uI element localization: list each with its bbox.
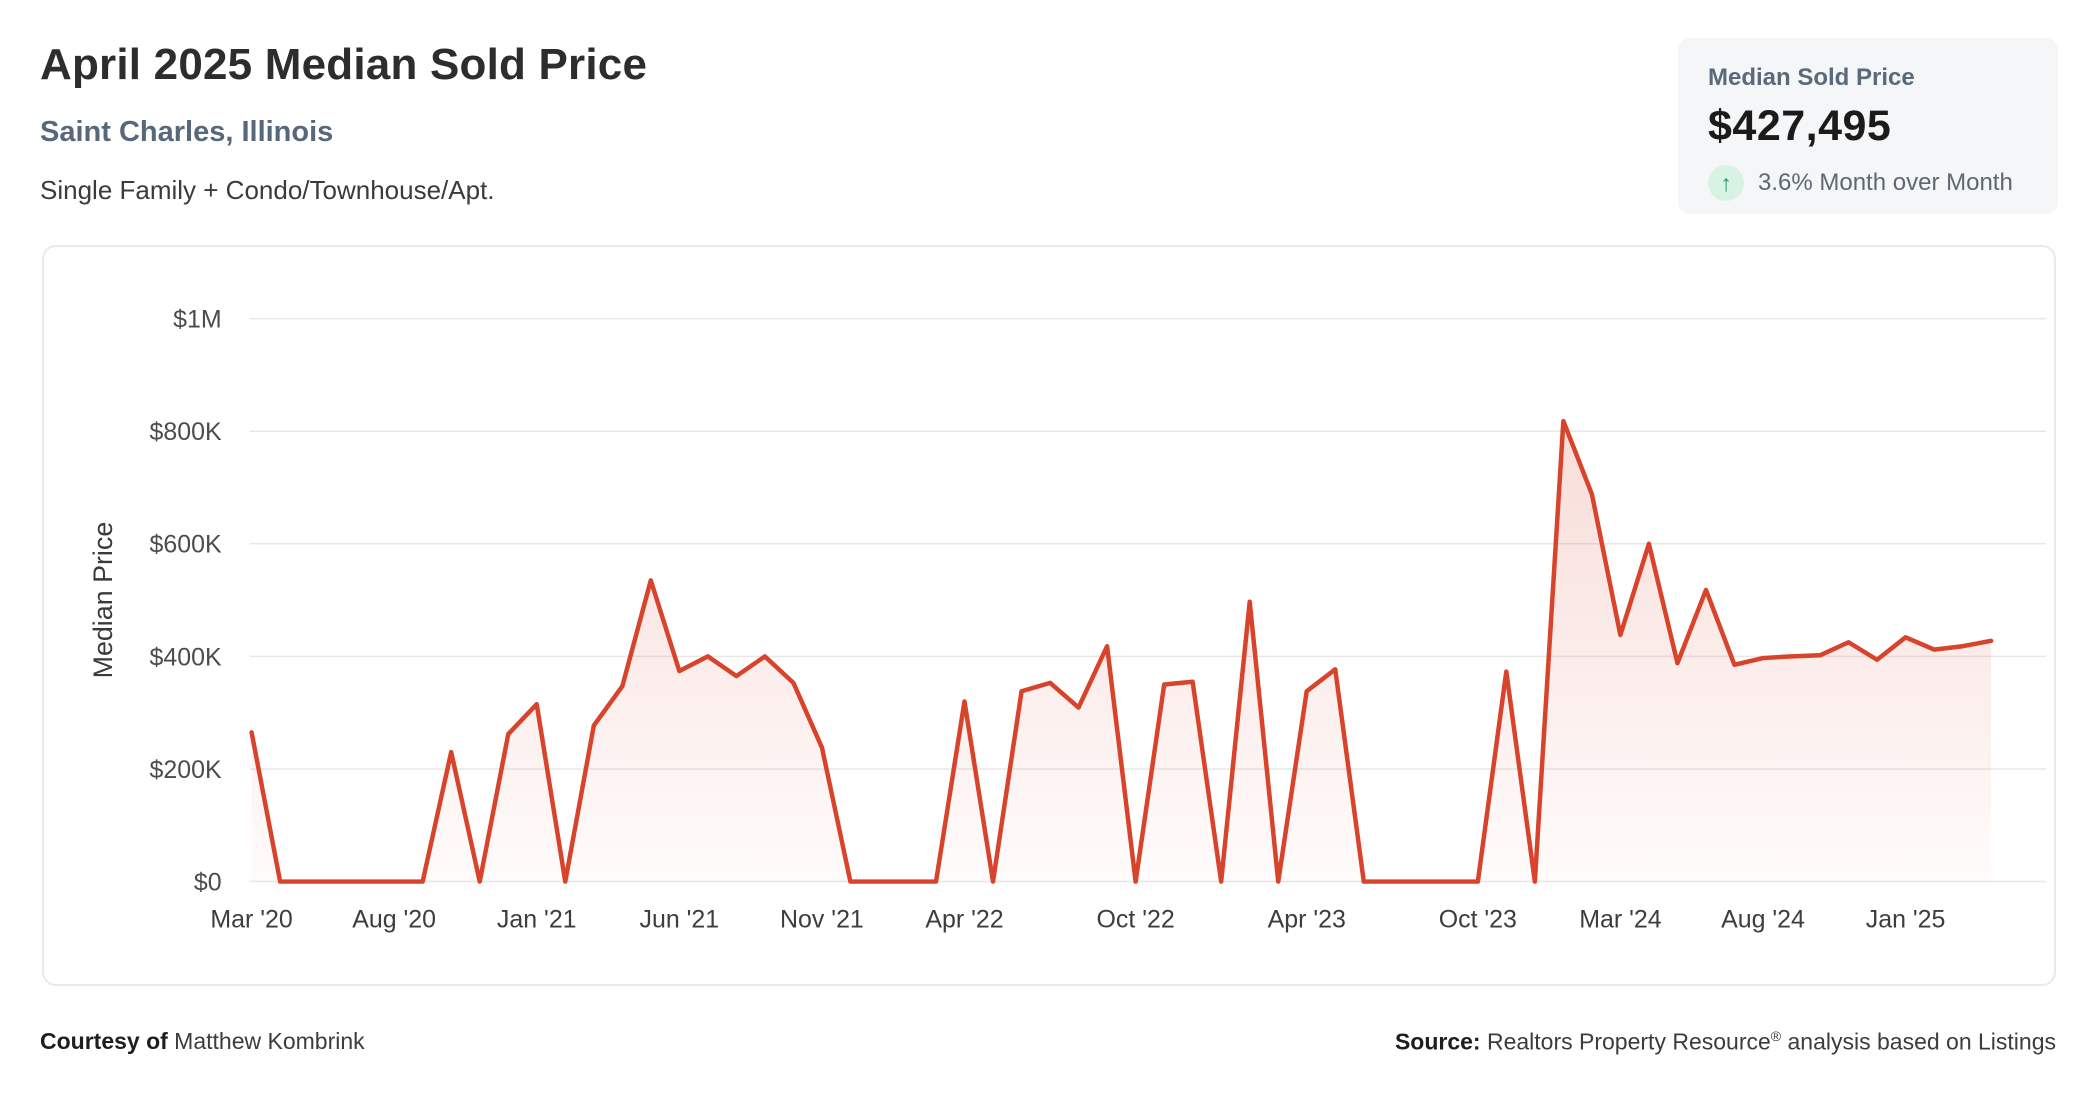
page-title: April 2025 Median Sold Price — [40, 40, 648, 89]
courtesy-text: Courtesy of Matthew Kombrink — [40, 1028, 365, 1056]
y-tick-label: $600K — [150, 531, 222, 559]
y-tick-label: $800K — [150, 418, 222, 446]
y-tick-label: $0 — [194, 869, 222, 897]
source-text: Source: Realtors Property Resource® anal… — [1395, 1028, 2056, 1056]
x-tick-label: Nov '21 — [780, 905, 864, 933]
median-price-chart-panel: $0 $200K $400K $600K $800K $1M Median Price Mar… — [42, 245, 2056, 986]
location-subtitle: Saint Charles, Illinois — [40, 116, 334, 148]
x-tick-label: Mar '24 — [1579, 905, 1662, 933]
x-tick-label: Apr '23 — [1268, 905, 1346, 933]
registered-mark: ® — [1770, 1028, 1782, 1044]
change-text: 3.6% Month over Month — [1758, 169, 2013, 196]
y-tick-label: $200K — [150, 756, 222, 784]
x-tick-label: Jun '21 — [640, 905, 720, 933]
x-tick-label: Oct '23 — [1439, 905, 1517, 933]
stat-card-label: Median Sold Price — [1708, 64, 1915, 91]
source-description: analysis based on Listings — [1781, 1028, 2056, 1055]
chart-svg: $0 $200K $400K $600K $800K $1M Median Price Mar… — [88, 306, 2047, 933]
x-tick-label: Oct '22 — [1097, 905, 1175, 933]
chart-hover-area[interactable] — [252, 319, 1992, 882]
property-types-subtitle: Single Family + Condo/Townhouse/Apt. — [40, 175, 495, 205]
median-price-line — [249, 418, 1994, 884]
chart-area-fill — [251, 421, 1992, 882]
median-sold-price-card: Median Sold Price $427,495 ↑ 3.6% Month … — [1678, 38, 2058, 214]
stat-card-value: $427,495 — [1708, 102, 1892, 150]
courtesy-label: Courtesy of — [40, 1028, 168, 1054]
footer: Courtesy of Matthew Kombrink Source: Rea… — [40, 1028, 2056, 1056]
source-brand: Realtors Property Resource — [1480, 1028, 1771, 1055]
month-over-month-change: ↑ 3.6% Month over Month — [1708, 165, 2028, 201]
y-axis-title: Median Price — [88, 522, 118, 679]
x-tick-label: Aug '20 — [352, 905, 436, 933]
source-label: Source: — [1394, 1028, 1481, 1055]
courtesy-name: Matthew Kombrink — [167, 1028, 365, 1054]
arrow-up-icon: ↑ — [1708, 165, 1744, 201]
x-tick-label: Jan '25 — [1866, 905, 1946, 933]
report-header: April 2025 Median Sold Price Saint Charl… — [40, 40, 647, 206]
x-tick-label: Aug '24 — [1721, 905, 1805, 933]
x-tick-label: Jan '21 — [497, 905, 577, 933]
y-tick-label: $1M — [173, 306, 222, 334]
x-tick-label: Apr '22 — [925, 905, 1003, 933]
y-tick-label: $400K — [150, 643, 222, 671]
x-tick-label: Mar '20 — [210, 905, 292, 933]
